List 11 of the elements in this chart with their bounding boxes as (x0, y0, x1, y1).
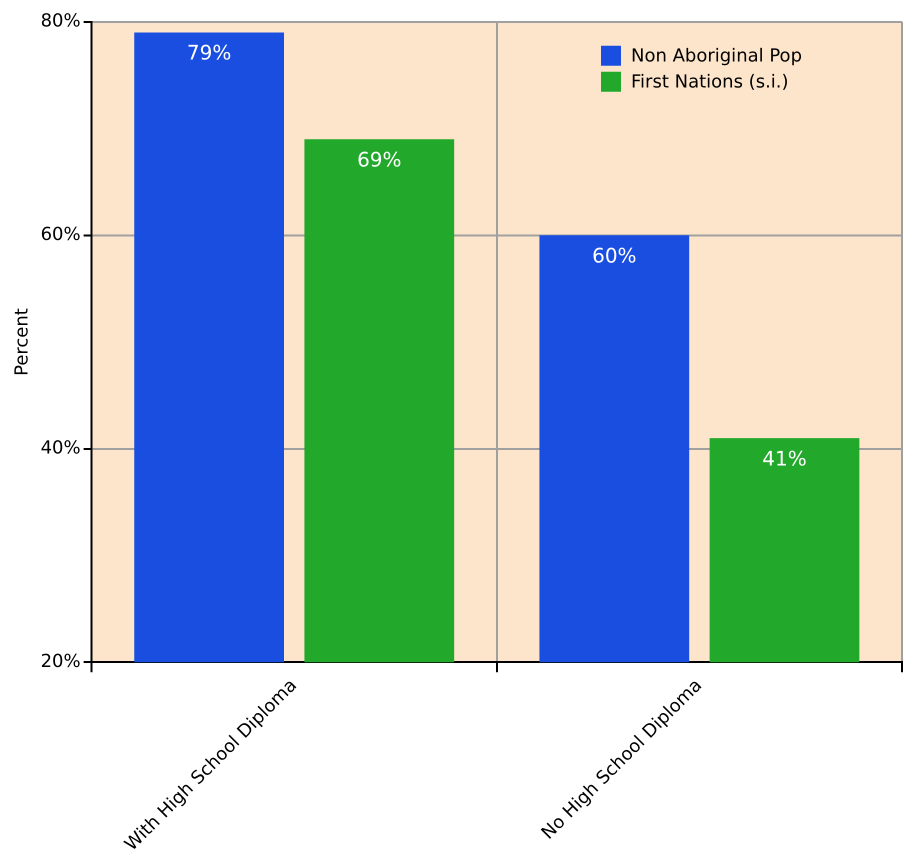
data-label: 41% (762, 446, 807, 470)
y-axis-title: Percent (11, 308, 32, 376)
data-label: 79% (186, 40, 232, 65)
y-tick-label: 20% (40, 650, 81, 672)
y-tick-label: 60% (40, 224, 81, 245)
legend-label: First Nations (s.i.) (631, 71, 789, 92)
data-label: 69% (357, 147, 402, 172)
legend-label: Non Aboriginal Pop (631, 45, 802, 66)
y-tick-label: 80% (40, 10, 81, 32)
data-label: 60% (592, 243, 637, 268)
y-tick-label: 40% (40, 437, 81, 458)
